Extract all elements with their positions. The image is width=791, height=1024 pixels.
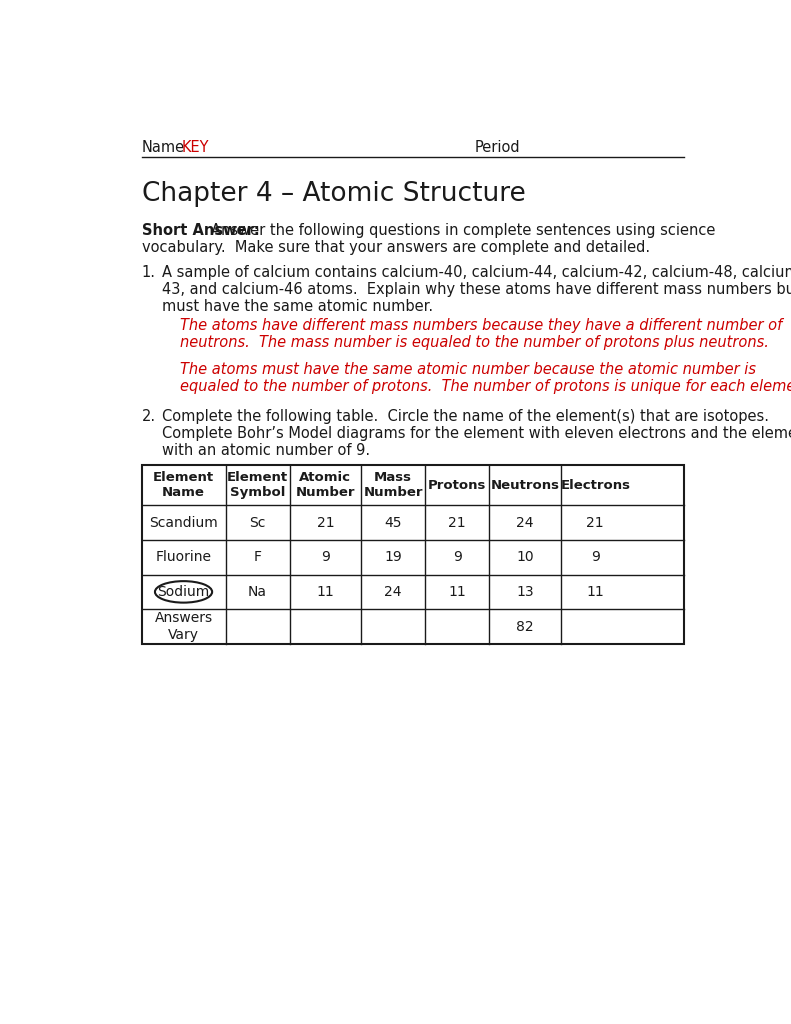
Text: Name: Name	[142, 140, 184, 156]
Text: must have the same atomic number.: must have the same atomic number.	[162, 299, 433, 314]
Text: Sc: Sc	[249, 516, 266, 529]
Text: with an atomic number of 9.: with an atomic number of 9.	[162, 443, 370, 458]
Text: 2.: 2.	[142, 410, 156, 424]
Text: 24: 24	[384, 585, 402, 599]
Text: Neutrons: Neutrons	[490, 479, 559, 492]
Text: 11: 11	[316, 585, 335, 599]
Text: 10: 10	[517, 550, 534, 564]
Text: Atomic
Number: Atomic Number	[296, 471, 355, 500]
Text: A sample of calcium contains calcium-40, calcium-44, calcium-42, calcium-48, cal: A sample of calcium contains calcium-40,…	[162, 265, 791, 281]
Text: 13: 13	[517, 585, 534, 599]
Text: Complete the following table.  Circle the name of the element(s) that are isotop: Complete the following table. Circle the…	[162, 410, 770, 424]
Text: 21: 21	[586, 516, 604, 529]
Text: 9: 9	[452, 550, 462, 564]
Text: Protons: Protons	[428, 479, 486, 492]
Text: Sodium: Sodium	[157, 585, 210, 599]
Text: Short Answer:: Short Answer:	[142, 223, 259, 238]
Text: The atoms must have the same atomic number because the atomic number is: The atoms must have the same atomic numb…	[180, 361, 756, 377]
Text: Scandium: Scandium	[149, 516, 218, 529]
Text: 24: 24	[517, 516, 534, 529]
Text: Answer the following questions in complete sentences using science: Answer the following questions in comple…	[211, 223, 716, 238]
Text: 21: 21	[448, 516, 466, 529]
Text: The atoms have different mass numbers because they have a different number of: The atoms have different mass numbers be…	[180, 317, 782, 333]
Text: 43, and calcium-46 atoms.  Explain why these atoms have different mass numbers b: 43, and calcium-46 atoms. Explain why th…	[162, 283, 791, 297]
Text: 9: 9	[321, 550, 330, 564]
Text: 21: 21	[316, 516, 335, 529]
Text: Element
Symbol: Element Symbol	[227, 471, 288, 500]
Text: neutrons.  The mass number is equaled to the number of protons plus neutrons.: neutrons. The mass number is equaled to …	[180, 335, 769, 350]
Text: 45: 45	[384, 516, 402, 529]
Text: Element
Name: Element Name	[153, 471, 214, 500]
Text: 82: 82	[517, 620, 534, 634]
Text: equaled to the number of protons.  The number of protons is unique for each elem: equaled to the number of protons. The nu…	[180, 379, 791, 394]
Text: vocabulary.  Make sure that your answers are complete and detailed.: vocabulary. Make sure that your answers …	[142, 240, 649, 255]
Text: Chapter 4 – Atomic Structure: Chapter 4 – Atomic Structure	[142, 180, 525, 207]
Text: 9: 9	[591, 550, 600, 564]
Text: Complete Bohr’s Model diagrams for the element with eleven electrons and the ele: Complete Bohr’s Model diagrams for the e…	[162, 426, 791, 441]
Text: 1.: 1.	[142, 265, 156, 281]
Text: Answers
Vary: Answers Vary	[154, 611, 213, 642]
Text: Period: Period	[475, 140, 520, 156]
Text: F: F	[254, 550, 262, 564]
Text: Fluorine: Fluorine	[156, 550, 211, 564]
Text: Na: Na	[248, 585, 267, 599]
Bar	[142, 465, 684, 644]
Text: 19: 19	[384, 550, 402, 564]
Text: 11: 11	[448, 585, 466, 599]
Text: KEY: KEY	[182, 140, 210, 156]
Text: 11: 11	[586, 585, 604, 599]
Text: Electrons: Electrons	[560, 479, 630, 492]
Text: Mass
Number: Mass Number	[364, 471, 423, 500]
